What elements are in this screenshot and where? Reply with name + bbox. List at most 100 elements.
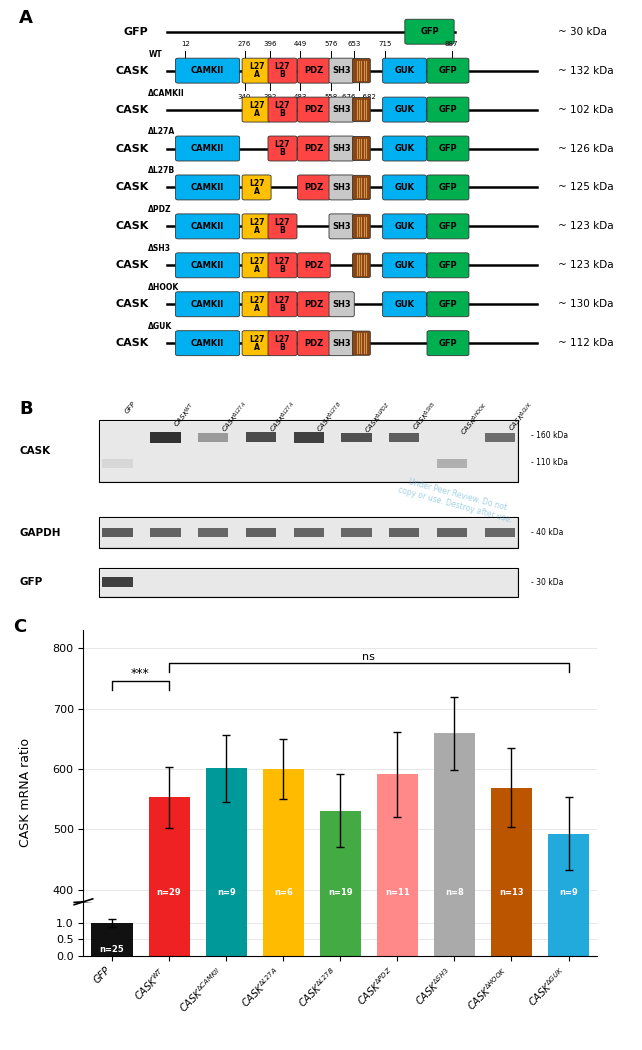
FancyBboxPatch shape [329, 331, 354, 356]
Text: CASK: CASK [115, 260, 148, 270]
Text: L27: L27 [249, 62, 265, 71]
Text: 340: 340 [238, 94, 251, 101]
Text: L27: L27 [249, 178, 265, 188]
Text: GUK: GUK [395, 144, 415, 153]
Bar [342, 528, 372, 538]
FancyBboxPatch shape [268, 97, 297, 122]
Text: SH3: SH3 [333, 222, 351, 231]
FancyBboxPatch shape [268, 253, 297, 278]
FancyBboxPatch shape [175, 58, 239, 83]
Bar [150, 433, 180, 443]
Text: PDZ: PDZ [304, 105, 324, 114]
Text: SH3: SH3 [333, 299, 351, 309]
Bar [293, 433, 324, 443]
Text: CASK: CASK [115, 222, 148, 231]
Text: L27: L27 [275, 62, 290, 71]
Bar [389, 433, 419, 442]
FancyBboxPatch shape [427, 175, 469, 200]
Text: n=11: n=11 [385, 888, 410, 897]
Text: GFP: GFP [438, 66, 457, 76]
FancyBboxPatch shape [352, 59, 370, 83]
Text: B: B [280, 70, 285, 79]
Bar [377, 774, 418, 1050]
Text: CASK mRNA ratio: CASK mRNA ratio [19, 738, 32, 847]
Text: A: A [254, 342, 259, 352]
Bar [485, 433, 515, 442]
Text: n=25: n=25 [100, 945, 125, 953]
Text: A: A [254, 187, 259, 196]
Text: ~ 123 kDa: ~ 123 kDa [559, 260, 614, 270]
Text: CASK$^{\Delta SH3}$: CASK$^{\Delta SH3}$ [410, 400, 440, 434]
Bar [246, 528, 276, 538]
Text: ~ 132 kDa: ~ 132 kDa [559, 66, 614, 76]
FancyBboxPatch shape [298, 292, 330, 317]
Text: ~ 125 kDa: ~ 125 kDa [559, 183, 614, 192]
FancyBboxPatch shape [329, 136, 354, 161]
Text: GFP: GFP [438, 144, 457, 153]
Text: GAPDH: GAPDH [19, 528, 60, 538]
Bar [150, 528, 180, 538]
Bar [485, 528, 515, 538]
Text: L27: L27 [275, 335, 290, 343]
FancyBboxPatch shape [352, 253, 370, 277]
FancyBboxPatch shape [427, 253, 469, 278]
FancyBboxPatch shape [298, 175, 330, 200]
Text: GUK: GUK [395, 260, 415, 270]
Bar [205, 0, 247, 956]
Text: CASK$^{\Delta HOOK}$: CASK$^{\Delta HOOK}$ [458, 400, 492, 438]
Bar [548, 0, 589, 956]
Text: 483: 483 [293, 94, 307, 101]
Text: A: A [254, 109, 259, 118]
FancyBboxPatch shape [242, 292, 271, 317]
Text: CAMKII: CAMKII [191, 183, 224, 192]
Text: SH3: SH3 [333, 105, 351, 114]
Text: A: A [254, 303, 259, 313]
Bar [100, 421, 517, 481]
Bar [103, 578, 133, 587]
Bar [100, 519, 517, 547]
Text: GUK: GUK [395, 183, 415, 192]
Text: GFP: GFP [438, 183, 457, 192]
Text: C: C [13, 618, 26, 636]
FancyBboxPatch shape [427, 136, 469, 161]
Text: CAMKII: CAMKII [191, 144, 224, 153]
Text: GFP: GFP [124, 400, 137, 415]
Text: GFP: GFP [438, 260, 457, 270]
Text: ~ 123 kDa: ~ 123 kDa [559, 222, 614, 231]
Text: n=19: n=19 [328, 888, 352, 897]
Bar [263, 0, 304, 956]
Text: GUK: GUK [395, 105, 415, 114]
Text: PDZ: PDZ [304, 260, 324, 270]
FancyBboxPatch shape [242, 253, 271, 278]
Text: ~ 30 kDa: ~ 30 kDa [559, 26, 607, 37]
Text: GFP: GFP [438, 105, 457, 114]
Bar [437, 459, 467, 467]
Bar [246, 433, 276, 442]
Text: 449: 449 [293, 41, 307, 47]
Bar [548, 834, 589, 1050]
Text: GFP: GFP [438, 222, 457, 231]
FancyBboxPatch shape [175, 175, 239, 200]
Text: L27: L27 [249, 218, 265, 227]
FancyBboxPatch shape [298, 136, 330, 161]
Bar [198, 528, 229, 538]
Text: ΔPDZ: ΔPDZ [148, 206, 172, 214]
Text: 12: 12 [181, 41, 190, 47]
Bar [320, 0, 361, 956]
Text: L27: L27 [275, 101, 290, 110]
Bar [100, 569, 517, 595]
FancyBboxPatch shape [383, 58, 426, 83]
Bar [103, 459, 133, 467]
Text: B: B [280, 148, 285, 156]
Text: CASK$^{\Delta GUK}$: CASK$^{\Delta GUK}$ [506, 400, 537, 435]
Text: ***: *** [131, 667, 150, 680]
Text: ΔGUK: ΔGUK [148, 322, 173, 331]
Text: PDZ: PDZ [304, 339, 324, 348]
FancyBboxPatch shape [383, 97, 426, 122]
Text: B: B [280, 109, 285, 118]
Text: L27: L27 [275, 296, 290, 304]
FancyBboxPatch shape [175, 214, 239, 238]
FancyBboxPatch shape [268, 292, 297, 317]
Text: ~ 112 kDa: ~ 112 kDa [559, 338, 614, 349]
FancyBboxPatch shape [383, 175, 426, 200]
